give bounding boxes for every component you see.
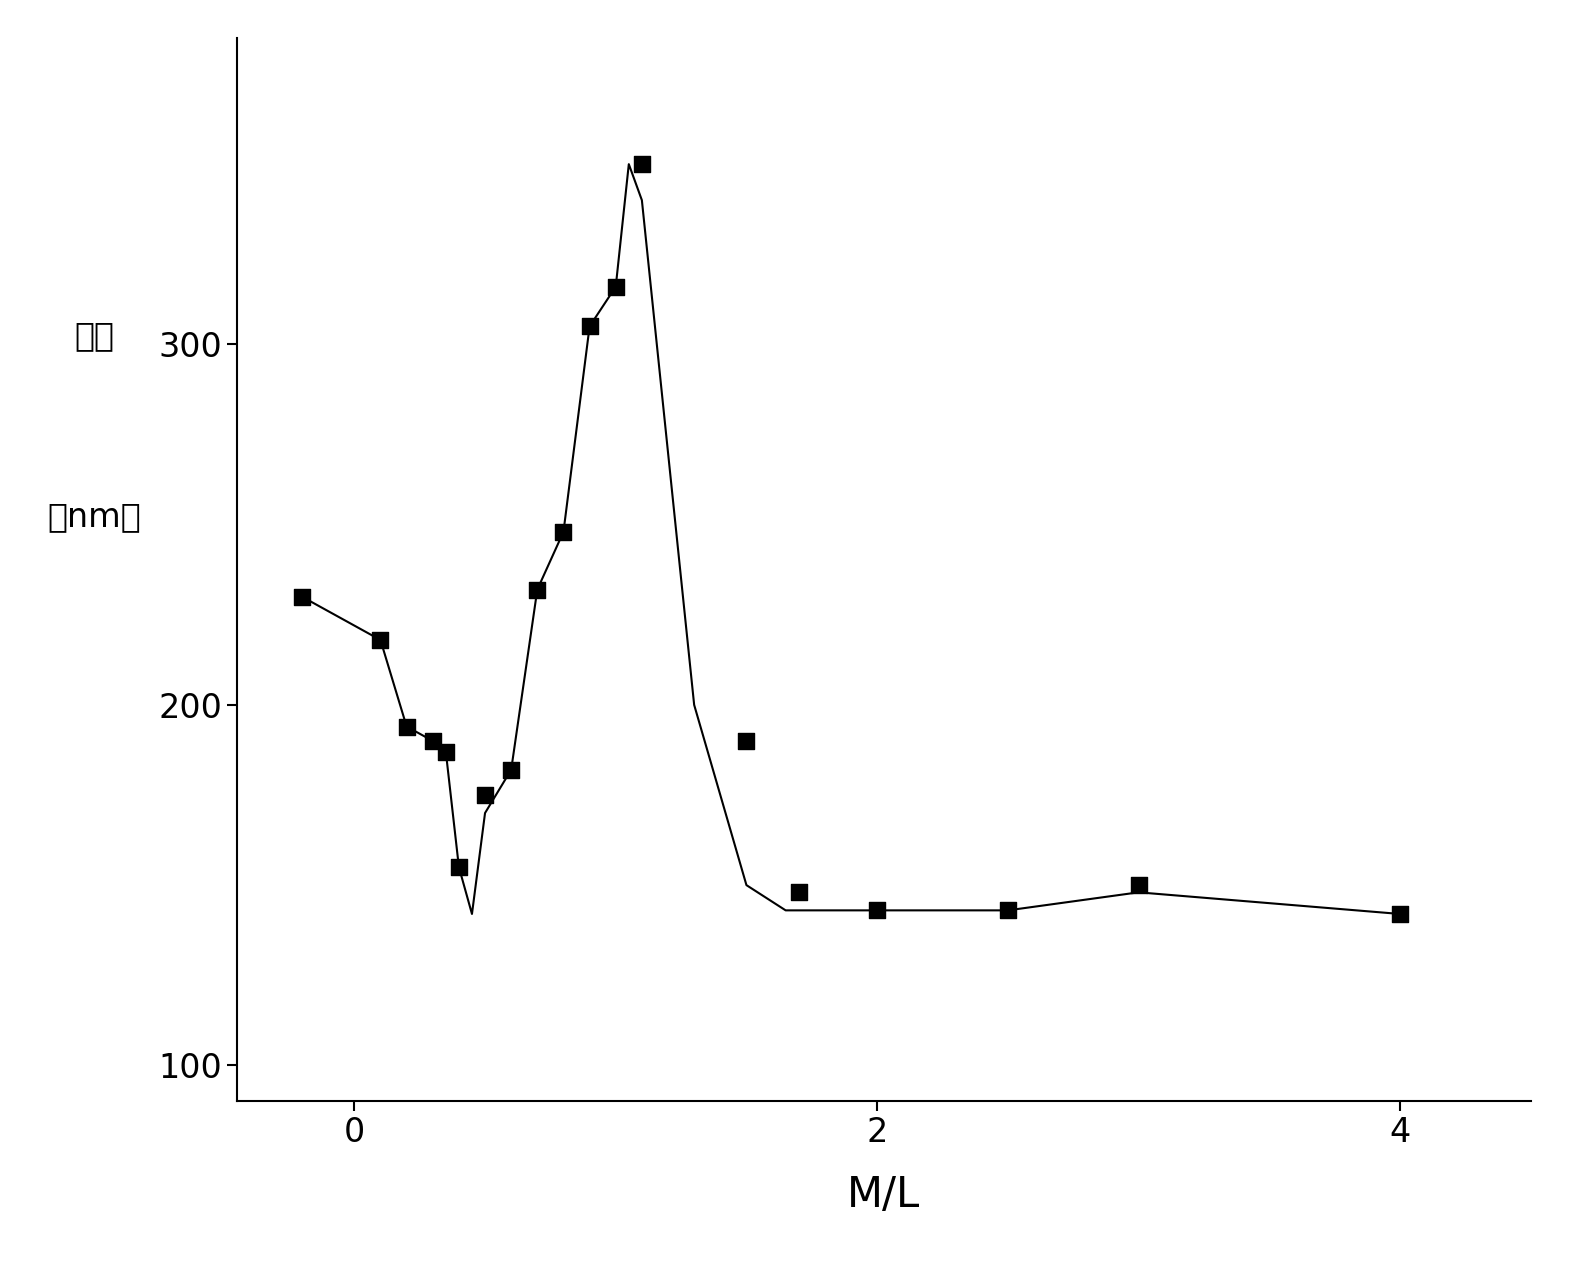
- X-axis label: M/L: M/L: [847, 1174, 920, 1217]
- Point: [525, 580, 551, 600]
- Point: [734, 730, 759, 751]
- Point: [472, 785, 497, 805]
- Point: [786, 882, 811, 903]
- Point: [368, 630, 393, 651]
- Point: [447, 857, 472, 877]
- Point: [394, 717, 420, 737]
- Point: [551, 522, 576, 542]
- Point: [865, 900, 890, 920]
- Point: [1387, 904, 1412, 924]
- Point: [420, 730, 445, 751]
- Text: （nm）: （nm）: [47, 500, 142, 533]
- Point: [603, 276, 628, 296]
- Point: [630, 154, 655, 175]
- Point: [1127, 875, 1152, 895]
- Point: [499, 760, 524, 780]
- Text: 粒径: 粒径: [74, 319, 114, 352]
- Point: [434, 742, 459, 762]
- Point: [996, 900, 1021, 920]
- Point: [289, 586, 314, 606]
- Point: [578, 316, 603, 337]
